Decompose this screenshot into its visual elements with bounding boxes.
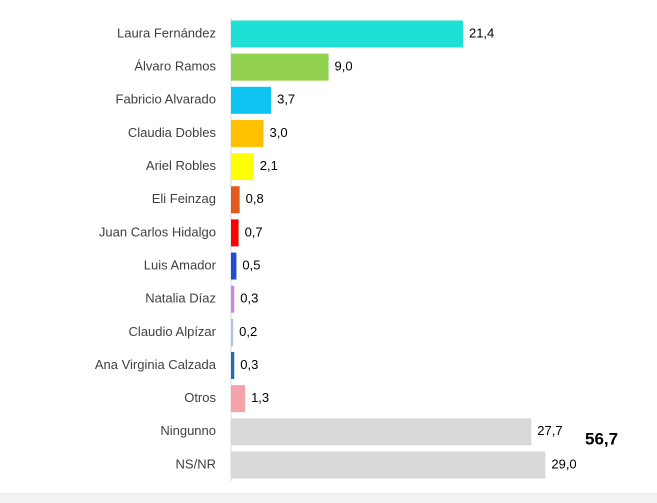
y-tick-label: Luis Amador — [144, 257, 217, 272]
bar — [231, 352, 235, 379]
value-label: 3,7 — [277, 92, 295, 107]
y-tick-label: Natalia Díaz — [145, 291, 216, 306]
value-label: 21,4 — [469, 25, 494, 40]
value-label: 0,3 — [240, 291, 258, 306]
y-tick-label: NS/NR — [176, 456, 216, 471]
value-label: 29,0 — [551, 456, 576, 471]
value-label: 3,0 — [270, 125, 288, 140]
value-label: 0,2 — [239, 324, 257, 339]
value-label: 27,7 — [537, 423, 562, 438]
bar — [231, 20, 463, 48]
y-tick-label: Ningunno — [160, 423, 216, 438]
value-label: 2,1 — [260, 158, 278, 173]
y-tick-label: Claudia Dobles — [128, 125, 217, 140]
y-tick-label: Laura Fernández — [117, 25, 216, 40]
value-label: 1,3 — [251, 390, 269, 405]
y-tick-label: Ana Virginia Calzada — [95, 357, 217, 372]
value-label: 0,3 — [240, 357, 258, 372]
y-tick-label: Claudio Alpízar — [129, 324, 217, 339]
annotation: 56,7 — [585, 429, 618, 448]
bar — [231, 318, 234, 346]
y-tick-label: Ariel Robles — [146, 158, 217, 173]
value-label: 0,5 — [242, 257, 260, 272]
bar — [231, 418, 532, 446]
bar — [231, 451, 546, 479]
bar — [231, 186, 240, 214]
y-tick-label: Álvaro Ramos — [134, 59, 216, 74]
value-label: 0,8 — [246, 191, 264, 206]
bar — [231, 219, 239, 247]
value-label: 0,7 — [245, 224, 263, 239]
bar — [231, 252, 237, 280]
bar — [231, 86, 272, 114]
y-tick-label: Fabricio Alvarado — [116, 92, 216, 107]
y-tick-label: Juan Carlos Hidalgo — [99, 224, 216, 239]
bar — [231, 119, 264, 147]
bar — [231, 285, 235, 313]
value-label: 9,0 — [335, 59, 353, 74]
y-tick-label: Otros — [184, 390, 216, 405]
bar — [231, 385, 246, 413]
footer-strip — [0, 493, 657, 503]
bar — [231, 53, 329, 81]
bar — [231, 153, 254, 181]
y-tick-label: Eli Feinzag — [152, 191, 216, 206]
